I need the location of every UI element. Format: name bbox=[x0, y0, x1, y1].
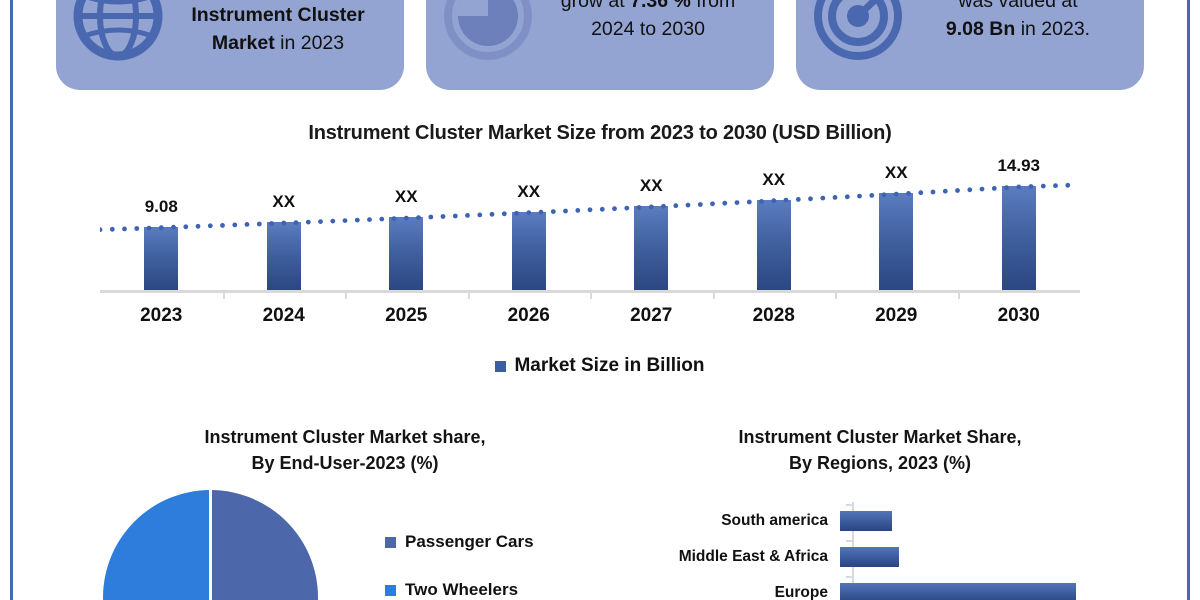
pie-clock-icon bbox=[436, 0, 540, 68]
x-label-2030: 2030 bbox=[997, 305, 1040, 326]
bar-chart-legend: Market Size in Billion bbox=[0, 355, 1200, 377]
card2-line1: grow at 7.36 % from bbox=[560, 0, 736, 13]
regions-row-2: Europe bbox=[645, 576, 1125, 600]
bar-2028 bbox=[756, 199, 791, 290]
x-label-2023: 2023 bbox=[140, 305, 183, 326]
card1-line3: Market in 2023 bbox=[211, 31, 345, 54]
pie-chart-graphic bbox=[103, 490, 318, 600]
card1-line2: Instrument Cluster bbox=[191, 4, 365, 27]
bar-2027 bbox=[634, 205, 669, 290]
regions-chart: South america Middle East & Africa Europe bbox=[645, 500, 1125, 600]
regions-chart-title: Instrument Cluster Market Share, By Regi… bbox=[630, 424, 1130, 476]
bar-2029 bbox=[879, 193, 914, 290]
regions-row-1: Middle East & Africa bbox=[645, 540, 1125, 574]
globe-icon bbox=[66, 0, 170, 68]
regions-label-1: Middle East & Africa bbox=[678, 548, 828, 565]
regions-label-0: South america bbox=[721, 512, 828, 529]
bar-value-label-2026: XX bbox=[517, 181, 541, 201]
x-label-2025: 2025 bbox=[385, 305, 428, 326]
regions-axis-tick bbox=[846, 576, 853, 578]
regions-bar-0 bbox=[840, 511, 893, 531]
bar-value-label-2028: XX bbox=[762, 169, 786, 189]
stat-card-value: was valued at 9.08 Bn in 2023. bbox=[796, 0, 1144, 90]
bar-2026 bbox=[511, 211, 546, 290]
regions-title-line1: Instrument Cluster Market Share, bbox=[738, 427, 1022, 447]
pie-slice-divider bbox=[209, 490, 212, 600]
card3-line1: was valued at bbox=[958, 0, 1078, 13]
pie-legend-swatch bbox=[385, 536, 396, 548]
legend-label-market-size: Market Size in Billion bbox=[514, 355, 705, 376]
pie-title-line2: By End-User-2023 (%) bbox=[251, 453, 439, 474]
pie-title-line1: Instrument Cluster Market share, bbox=[204, 427, 486, 447]
bar-value-label-2023: 9.08 bbox=[144, 196, 178, 216]
stat-card-region: dominated Global Instrument Cluster Mark… bbox=[56, 0, 404, 90]
pie-slice-passenger-cars bbox=[210, 490, 318, 600]
bar-2030 bbox=[1001, 185, 1036, 290]
card3-line2: 9.08 Bn in 2023. bbox=[945, 18, 1091, 40]
trend-line bbox=[100, 182, 1071, 233]
regions-label-2: Europe bbox=[774, 584, 828, 600]
regions-bar-1 bbox=[840, 547, 899, 567]
pie-legend-label: Two Wheelers bbox=[405, 580, 519, 599]
left-border-rule bbox=[10, 0, 13, 600]
regions-axis-tick bbox=[846, 540, 853, 542]
bar-value-label-2030: 14.93 bbox=[997, 155, 1041, 175]
regions-title-line2: By Regions, 2023 (%) bbox=[788, 453, 972, 474]
pie-slice-two-wheelers bbox=[103, 490, 211, 600]
axis-tick bbox=[957, 290, 960, 299]
pie-legend-swatch bbox=[385, 584, 396, 596]
axis-tick bbox=[590, 290, 592, 299]
x-label-2028: 2028 bbox=[752, 305, 795, 326]
bar-value-label-2027: XX bbox=[639, 175, 663, 195]
bar-2025 bbox=[389, 217, 424, 290]
bar-chart-x-axis-labels: 2023 2024 2025 2026 2027 2028 2029 2030 bbox=[100, 305, 1080, 335]
bar-chart-plot-area: 9.08 XX XX XX XX XX XX 14.93 bbox=[100, 156, 1080, 299]
bar-chart: 9.08 XX XX XX XX XX XX 14.93 bbox=[100, 156, 1080, 299]
axis-tick bbox=[345, 290, 347, 299]
stat-card-value-text: was valued at 9.08 Bn in 2023. bbox=[910, 0, 1130, 44]
axis-tick bbox=[467, 290, 470, 299]
bar-value-label-2025: XX bbox=[394, 187, 418, 207]
x-label-2024: 2024 bbox=[262, 305, 305, 326]
stat-card-row: dominated Global Instrument Cluster Mark… bbox=[0, 0, 1200, 90]
stat-card-region-text: dominated Global Instrument Cluster Mark… bbox=[170, 0, 390, 58]
right-border-rule bbox=[1187, 0, 1190, 600]
bar-2024 bbox=[266, 222, 301, 290]
legend-swatch-market-size bbox=[495, 360, 507, 372]
regions-row-0: South america bbox=[645, 504, 1125, 538]
pie-chart bbox=[103, 490, 318, 600]
pie-chart-legend: Passenger Cars Two Wheelers bbox=[385, 518, 605, 600]
x-label-2026: 2026 bbox=[507, 305, 550, 326]
stat-card-cagr: grow at 7.36 % from 2024 to 2030 bbox=[426, 0, 774, 90]
regions-bar-2 bbox=[840, 583, 1076, 600]
x-label-2029: 2029 bbox=[875, 305, 918, 326]
axis-tick bbox=[222, 290, 225, 299]
stat-card-cagr-text: grow at 7.36 % from 2024 to 2030 bbox=[540, 0, 760, 44]
bar-value-label-2024: XX bbox=[272, 192, 296, 212]
bar-chart-title: Instrument Cluster Market Size from 2023… bbox=[308, 122, 892, 144]
pie-legend-item-1[interactable]: Two Wheelers bbox=[385, 566, 605, 600]
pie-legend-label: Passenger Cars bbox=[405, 532, 534, 551]
bar-value-label-2029: XX bbox=[884, 163, 908, 183]
axis-tick bbox=[835, 290, 837, 299]
card2-line2: 2024 to 2030 bbox=[591, 18, 705, 40]
pie-chart-title: Instrument Cluster Market share, By End-… bbox=[95, 424, 595, 476]
bar-2023 bbox=[144, 226, 179, 290]
x-label-2027: 2027 bbox=[630, 305, 673, 326]
regions-axis-tick bbox=[846, 504, 853, 506]
axis-tick bbox=[712, 290, 715, 299]
pie-legend-item-0[interactable]: Passenger Cars bbox=[385, 518, 605, 566]
target-icon bbox=[806, 0, 910, 68]
